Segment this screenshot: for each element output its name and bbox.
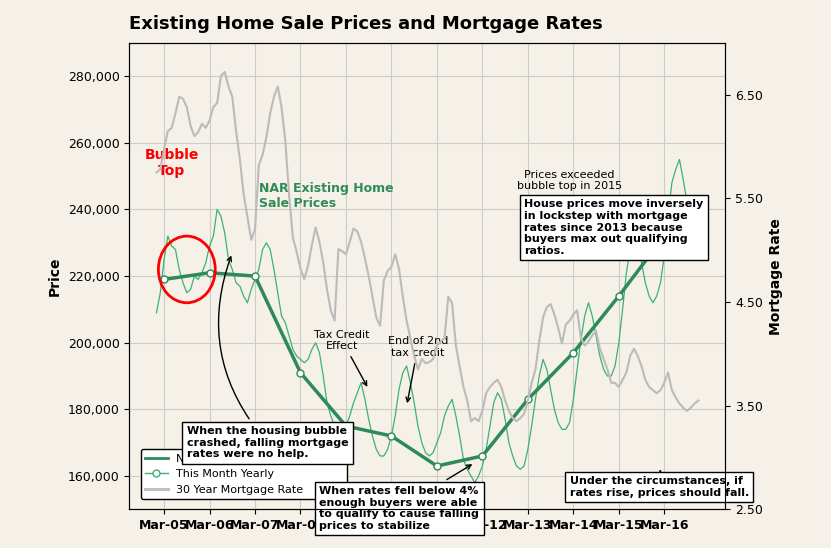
Text: Existing Home Sale Prices and Mortgage Rates: Existing Home Sale Prices and Mortgage R…	[130, 15, 603, 33]
Text: House prices move inversely
in lockstep with mortgage
rates since 2013 because
b: House prices move inversely in lockstep …	[524, 199, 703, 256]
Text: +5.6%: +5.6%	[661, 210, 706, 222]
Text: When rates fell below 4%
enough buyers were able
to qualify to cause falling
pri: When rates fell below 4% enough buyers w…	[319, 465, 479, 531]
Text: Prices exceeded
bubble top in 2015: Prices exceeded bubble top in 2015	[517, 170, 622, 246]
Y-axis label: Price: Price	[48, 256, 62, 296]
Legend: NAR Existing Home Sale Price, This Month Yearly, 30 Year Mortgage Rate: NAR Existing Home Sale Price, This Month…	[141, 449, 347, 499]
Y-axis label: Mortgage Rate: Mortgage Rate	[769, 218, 783, 334]
Text: When the housing bubble
crashed, falling mortgage
rates were no help.: When the housing bubble crashed, falling…	[187, 257, 348, 459]
Text: Under the circumstances, if
rates rise, prices should fall.: Under the circumstances, if rates rise, …	[569, 471, 749, 498]
Text: NAR Existing Home
Sale Prices: NAR Existing Home Sale Prices	[258, 182, 393, 210]
Text: End of 2nd
tax credit: End of 2nd tax credit	[388, 336, 448, 402]
Text: Tax Credit
Effect: Tax Credit Effect	[314, 330, 370, 386]
Text: Bubble
Top: Bubble Top	[145, 148, 199, 178]
